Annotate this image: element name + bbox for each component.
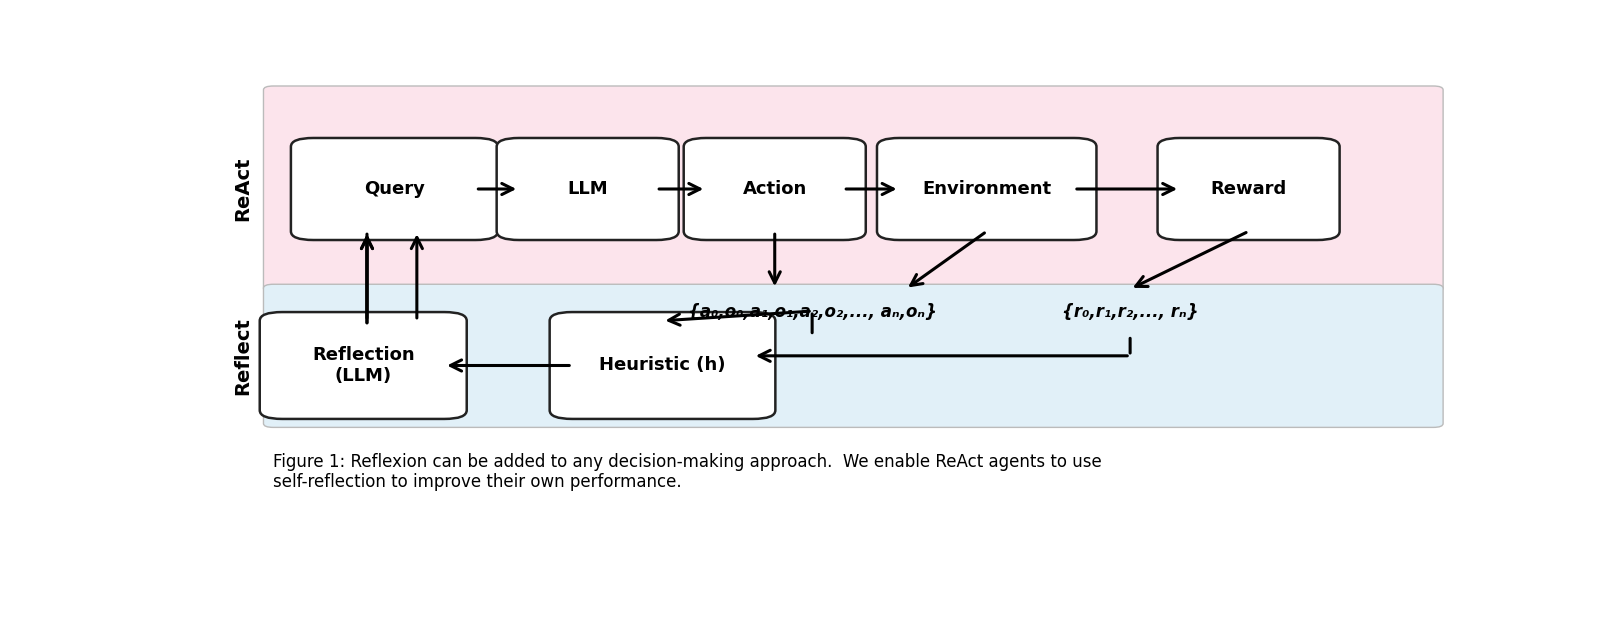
Text: Figure 1: Reflexion can be added to any decision-making approach.  We enable ReA: Figure 1: Reflexion can be added to any … — [274, 453, 1102, 491]
Text: {r₀,r₁,r₂,..., rₙ}: {r₀,r₁,r₂,..., rₙ} — [1062, 303, 1199, 322]
FancyBboxPatch shape — [550, 312, 776, 419]
Text: Reflect: Reflect — [233, 317, 251, 395]
FancyBboxPatch shape — [877, 138, 1096, 240]
Text: Action: Action — [743, 180, 806, 198]
Text: Query: Query — [364, 180, 425, 198]
FancyBboxPatch shape — [291, 138, 497, 240]
FancyBboxPatch shape — [264, 86, 1443, 292]
Text: Environment: Environment — [922, 180, 1051, 198]
Text: {a₀,o₀,a₁,o₁,a₂,o₂,..., aₙ,oₙ}: {a₀,o₀,a₁,o₁,a₂,o₂,..., aₙ,oₙ} — [687, 303, 936, 322]
FancyBboxPatch shape — [259, 312, 467, 419]
FancyBboxPatch shape — [684, 138, 866, 240]
FancyBboxPatch shape — [497, 138, 679, 240]
Text: Heuristic (h): Heuristic (h) — [599, 357, 726, 374]
Text: LLM: LLM — [568, 180, 608, 198]
Text: Reflection
(LLM): Reflection (LLM) — [312, 346, 415, 385]
FancyBboxPatch shape — [264, 284, 1443, 428]
Text: ReAct: ReAct — [233, 157, 251, 221]
FancyBboxPatch shape — [1157, 138, 1340, 240]
Text: Reward: Reward — [1210, 180, 1287, 198]
